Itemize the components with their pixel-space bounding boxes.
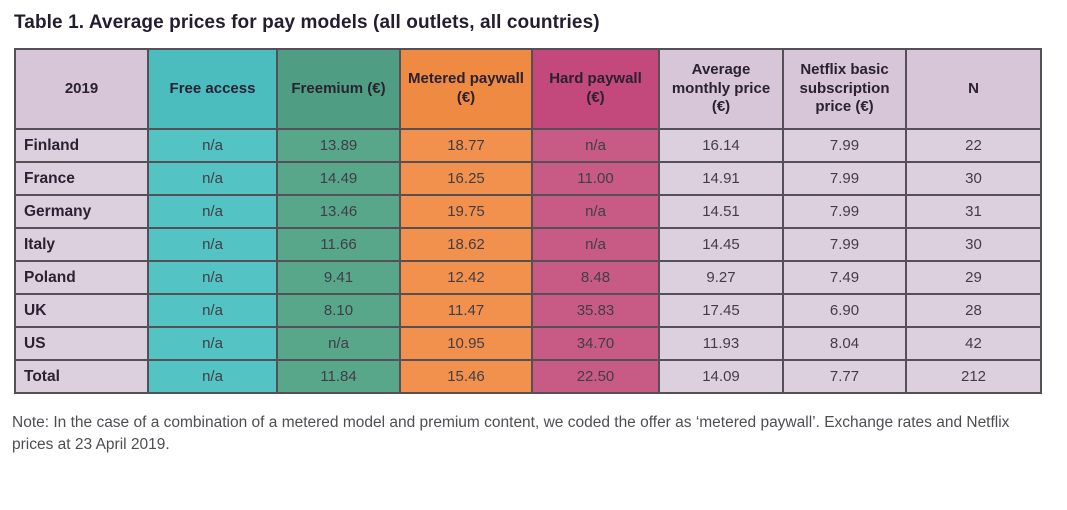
cell-france-hard-paywall: 11.00: [531, 161, 660, 196]
cell-poland-hard-paywall: 8.48: [531, 260, 660, 295]
table-row-finland: Finland n/a 13.89 18.77 n/a 16.14 7.99 22: [14, 128, 1042, 163]
table-row-poland: Poland n/a 9.41 12.42 8.48 9.27 7.49 29: [14, 260, 1042, 295]
cell-uk-hard-paywall: 35.83: [531, 293, 660, 328]
cell-uk-freemium: 8.10: [276, 293, 401, 328]
cell-us-freemium: n/a: [276, 326, 401, 361]
cell-poland-freemium: 9.41: [276, 260, 401, 295]
cell-finland-netflix-basic-subscription-price: 7.99: [782, 128, 907, 163]
row-label-us: US: [14, 326, 149, 361]
table-header-row: 2019 Free access Freemium (€) Metered paywa…: [14, 48, 1042, 130]
cell-us-metered-paywall: 10.95: [399, 326, 533, 361]
pay-models-table: 2019 Free access Freemium (€) Metered paywa…: [14, 48, 1042, 394]
cell-total-freemium: 11.84: [276, 359, 401, 394]
cell-finland-free-access: n/a: [147, 128, 278, 163]
cell-us-n: 42: [905, 326, 1042, 361]
cell-us-netflix-basic-subscription-price: 8.04: [782, 326, 907, 361]
column-header-metered-paywall: Metered paywall (€): [399, 48, 533, 130]
row-label-germany: Germany: [14, 194, 149, 229]
cell-total-hard-paywall: 22.50: [531, 359, 660, 394]
column-header-freemium: Freemium (€): [276, 48, 401, 130]
cell-germany-free-access: n/a: [147, 194, 278, 229]
row-label-uk: UK: [14, 293, 149, 328]
cell-germany-average-monthly-price: 14.51: [658, 194, 784, 229]
cell-us-average-monthly-price: 11.93: [658, 326, 784, 361]
table-row-germany: Germany n/a 13.46 19.75 n/a 14.51 7.99 31: [14, 194, 1042, 229]
cell-france-freemium: 14.49: [276, 161, 401, 196]
cell-uk-average-monthly-price: 17.45: [658, 293, 784, 328]
cell-france-free-access: n/a: [147, 161, 278, 196]
table-header: 2019 Free access Freemium (€) Metered paywa…: [14, 48, 1042, 130]
column-header-free-access: Free access: [147, 48, 278, 130]
table-row-france: France n/a 14.49 16.25 11.00 14.91 7.99 30: [14, 161, 1042, 196]
column-header-hard-paywall: Hard paywall (€): [531, 48, 660, 130]
cell-us-hard-paywall: 34.70: [531, 326, 660, 361]
cell-poland-free-access: n/a: [147, 260, 278, 295]
cell-poland-n: 29: [905, 260, 1042, 295]
cell-germany-hard-paywall: n/a: [531, 194, 660, 229]
cell-italy-n: 30: [905, 227, 1042, 262]
cell-us-free-access: n/a: [147, 326, 278, 361]
cell-total-average-monthly-price: 14.09: [658, 359, 784, 394]
column-header-netflix-basic-subscription-price: Netflix basic subscription price (€): [782, 48, 907, 130]
cell-germany-netflix-basic-subscription-price: 7.99: [782, 194, 907, 229]
cell-uk-metered-paywall: 11.47: [399, 293, 533, 328]
cell-france-netflix-basic-subscription-price: 7.99: [782, 161, 907, 196]
cell-poland-metered-paywall: 12.42: [399, 260, 533, 295]
table-row-us: US n/a n/a 10.95 34.70 11.93 8.04 42: [14, 326, 1042, 361]
cell-finland-average-monthly-price: 16.14: [658, 128, 784, 163]
cell-germany-n: 31: [905, 194, 1042, 229]
row-label-poland: Poland: [14, 260, 149, 295]
cell-italy-freemium: 11.66: [276, 227, 401, 262]
cell-total-netflix-basic-subscription-price: 7.77: [782, 359, 907, 394]
cell-uk-netflix-basic-subscription-price: 6.90: [782, 293, 907, 328]
cell-france-metered-paywall: 16.25: [399, 161, 533, 196]
table-row-italy: Italy n/a 11.66 18.62 n/a 14.45 7.99 30: [14, 227, 1042, 262]
cell-italy-hard-paywall: n/a: [531, 227, 660, 262]
cell-total-n: 212: [905, 359, 1042, 394]
cell-uk-free-access: n/a: [147, 293, 278, 328]
cell-finland-n: 22: [905, 128, 1042, 163]
column-header-n: N: [905, 48, 1042, 130]
table-title: Table 1. Average prices for pay models (…: [14, 12, 600, 33]
row-label-total: Total: [14, 359, 149, 394]
table-row-total: Total n/a 11.84 15.46 22.50 14.09 7.77 212: [14, 359, 1042, 394]
cell-germany-freemium: 13.46: [276, 194, 401, 229]
table-note: Note: In the case of a combination of a …: [12, 414, 1010, 454]
cell-poland-netflix-basic-subscription-price: 7.49: [782, 260, 907, 295]
cell-italy-average-monthly-price: 14.45: [658, 227, 784, 262]
cell-total-metered-paywall: 15.46: [399, 359, 533, 394]
cell-italy-netflix-basic-subscription-price: 7.99: [782, 227, 907, 262]
table-body: Finland n/a 13.89 18.77 n/a 16.14 7.99 22 France…: [14, 128, 1042, 394]
cell-poland-average-monthly-price: 9.27: [658, 260, 784, 295]
cell-finland-hard-paywall: n/a: [531, 128, 660, 163]
cell-uk-n: 28: [905, 293, 1042, 328]
cell-france-average-monthly-price: 14.91: [658, 161, 784, 196]
table-row-uk: UK n/a 8.10 11.47 35.83 17.45 6.90 28: [14, 293, 1042, 328]
column-header-2019: 2019: [14, 48, 149, 130]
cell-total-free-access: n/a: [147, 359, 278, 394]
row-label-finland: Finland: [14, 128, 149, 163]
cell-finland-metered-paywall: 18.77: [399, 128, 533, 163]
cell-finland-freemium: 13.89: [276, 128, 401, 163]
row-label-france: France: [14, 161, 149, 196]
cell-italy-metered-paywall: 18.62: [399, 227, 533, 262]
column-header-average-monthly-price: Average monthly price (€): [658, 48, 784, 130]
row-label-italy: Italy: [14, 227, 149, 262]
cell-italy-free-access: n/a: [147, 227, 278, 262]
cell-france-n: 30: [905, 161, 1042, 196]
cell-germany-metered-paywall: 19.75: [399, 194, 533, 229]
